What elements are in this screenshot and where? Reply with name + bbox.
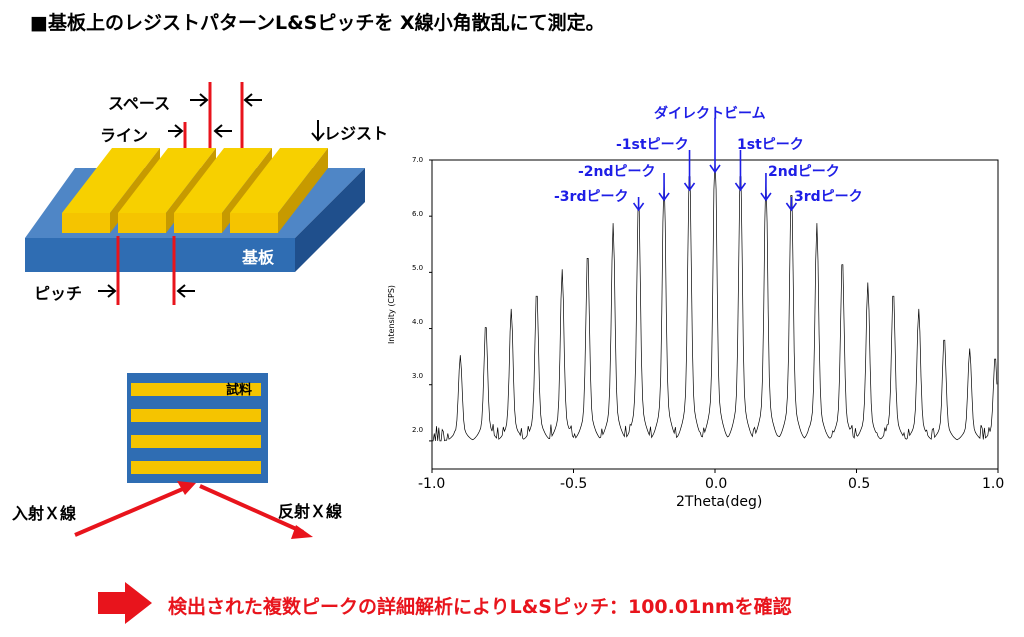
y-tick-label: 5.0 [412,264,424,272]
reflected-xray-label: 反射Ｘ線 [278,502,343,521]
annotation-arrowhead [734,182,747,192]
peak-annotation: -2ndピーク [578,164,656,180]
peak-annotation: 1stピーク [737,137,804,153]
sample-label: 試料 [226,383,253,398]
resist-label: レジスト [324,124,389,143]
x-tick-label: 1.0 [982,476,1005,492]
y-tick-label: 4.0 [412,318,424,326]
pitch-label: ピッチ [34,284,83,303]
line-label: ライン [100,126,149,145]
conclusion-arrow [98,582,152,624]
direct-beam-annotation: ダイレクトビーム [654,106,766,122]
x-tick-label: 0.0 [705,476,728,492]
intensity-series [432,159,998,442]
x-tick-label: 0.5 [848,476,871,492]
sample-stripe [131,435,261,448]
x-tick-label: -0.5 [560,476,588,492]
peak-annotation: -3rdピーク [554,189,629,205]
annotation-arrowhead [683,182,696,192]
xray-beams [74,481,313,539]
y-tick-label: 3.0 [412,372,424,380]
y-axis-label: Intensity (CPS) [387,284,397,345]
peak-annotation: -1stピーク [616,137,689,153]
sample-stripe [131,461,261,474]
peak-annotation: 3rdピーク [794,189,863,205]
plot-frame [431,159,999,470]
annotation-arrowhead [658,192,670,202]
substrate-label: 基板 [242,248,275,267]
y-tick-label: 2.0 [412,426,424,434]
incident-xray-label: 入射Ｘ線 [12,504,77,523]
sample-stripe [131,409,261,422]
substrate-side [295,168,365,272]
peak-annotation: 2ndピーク [768,164,840,180]
space-marker-lines [116,82,244,305]
space-label: スペース [108,94,171,113]
substrate-front [25,238,295,272]
x-axis-label: 2Theta(deg) [676,494,763,510]
annotation-arrowhead [632,202,645,212]
dimension-arrows [98,93,325,298]
y-tick-label: 6.0 [412,210,424,218]
sample-stripe [131,383,261,396]
x-tick-label: -1.0 [418,476,446,492]
annotation-arrowhead [785,202,798,212]
page-title: ■基板上のレジストパターンL&Sピッチを X線小角散乱にて測定。 [30,12,605,34]
resist-line [230,148,328,233]
conclusion-text: 検出された複数ピークの詳細解析によりL&Sピッチ：100.01nmを確認 [168,596,792,618]
y-tick-label: 7.0 [412,156,424,164]
annotation-arrowhead [760,192,772,202]
annotation-arrowhead [709,164,721,174]
